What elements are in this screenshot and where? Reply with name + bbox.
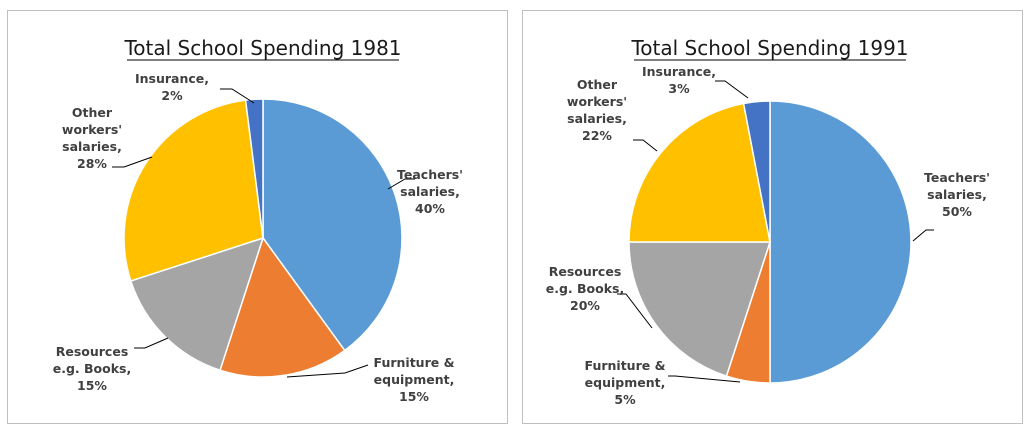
pie-chart-1981: Total School Spending 1981 Teachers' salar… (7, 10, 508, 424)
leader-line-teachers-salaries (912, 229, 934, 242)
data-label-insurance: Insurance, 2% (135, 71, 209, 103)
pie-chart-1981-svg: Total School Spending 1981 Teachers' salar… (53, 36, 463, 404)
leader-line-other-workers-salaries (633, 139, 658, 152)
pie-chart-1991: Total School Spending 1991 Teachers' salar… (522, 10, 1023, 424)
leader-line-insurance (220, 88, 255, 104)
data-label-furniture-equipment: Furniture & equipment, 15% (374, 355, 455, 404)
pie-slice-other-workers-salaries-1981 (123, 99, 264, 282)
leader-line-furniture-equipment (286, 364, 369, 378)
pie-slice-insurance-1991 (742, 100, 771, 243)
pie-slice-teachers-salaries-1991 (769, 100, 912, 384)
leader-line-teachers-salaries (387, 178, 415, 190)
leader-line-insurance (715, 80, 749, 99)
pie-slice-resources-books-1991 (628, 241, 772, 378)
pie-slice-other-workers-salaries-1991 (628, 102, 771, 243)
leader-line-resources-books (134, 337, 169, 349)
pie-chart-1991-svg: Total School Spending 1991 Teachers' salar… (546, 36, 990, 407)
data-label-other-workers-salaries: Other workers' salaries, 28% (62, 105, 122, 171)
chart-title: Total School Spending 1981 (123, 36, 401, 60)
data-label-insurance: Insurance, 3% (642, 64, 716, 96)
leader-line-other-workers-salaries (112, 156, 153, 168)
data-label-furniture-equipment: Furniture & equipment, 5% (585, 358, 666, 407)
leader-line-resources-books (617, 293, 653, 329)
data-label-resources-books: Resources e.g. Books, 20% (546, 264, 624, 313)
pie-slice-insurance-1981 (244, 98, 264, 239)
chart-title: Total School Spending 1991 (630, 36, 908, 60)
leader-line-furniture-equipment (668, 375, 741, 383)
pie-slice-furniture-equipment-1981 (219, 236, 346, 378)
pie-slice-teachers-salaries-1981 (262, 98, 403, 352)
data-label-other-workers-salaries: Other workers' salaries, 22% (567, 77, 627, 143)
data-label-resources-books: Resources e.g. Books, 15% (53, 344, 131, 393)
data-label-teachers-salaries: Teachers' salaries, 50% (924, 170, 990, 219)
pie-slice-resources-books-1981 (129, 236, 265, 372)
data-label-teachers-salaries: Teachers' salaries, 40% (397, 167, 463, 216)
